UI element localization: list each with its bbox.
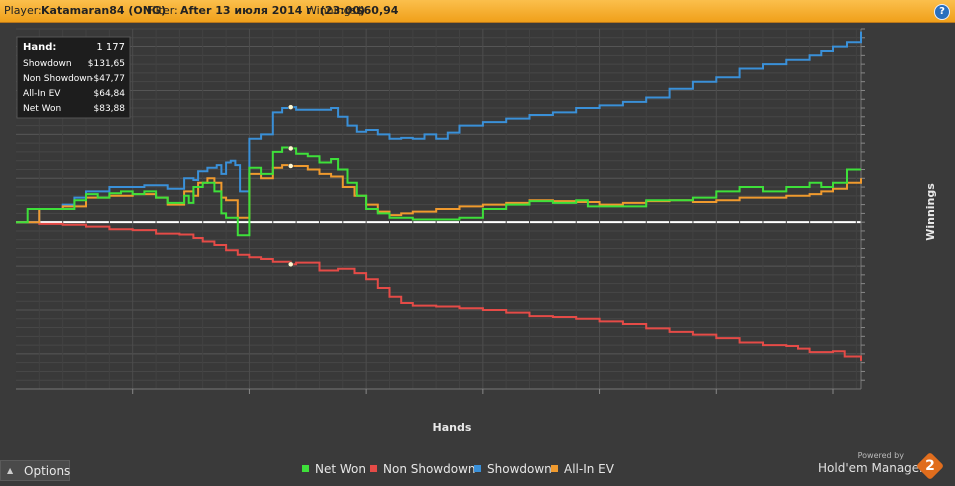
tooltip-showdown-value: $131,65 [88, 59, 125, 69]
tooltip-netwon-value: $83,88 [94, 104, 126, 114]
brand-logo: Powered by Hold'em Manager 2 [816, 450, 945, 481]
legend-swatch-icon [370, 465, 377, 472]
tooltip-nonshowdown-label: Non Showdown [23, 74, 92, 84]
legend-item-all-in-ev[interactable]: All-In EV [551, 461, 614, 477]
legend-swatch-icon [302, 465, 309, 472]
legend-swatch-icon [474, 465, 481, 472]
series-line-non-showdown [16, 221, 862, 361]
legend-item-net-won[interactable]: Net Won [302, 461, 366, 477]
series-line-showdown [16, 31, 862, 224]
tooltip-netwon-label: Net Won [23, 104, 61, 114]
highlight-marker [287, 145, 294, 152]
tooltip-allinev-value: $64,84 [94, 89, 126, 99]
powered-by-label: Powered by [857, 451, 904, 460]
filter-label: Filter: [147, 4, 178, 17]
brand-badge-icon: 2 [915, 451, 945, 481]
help-icon[interactable]: ? [934, 4, 950, 20]
tooltip-showdown-label: Showdown [23, 59, 72, 69]
legend-label: Net Won [315, 462, 366, 476]
legend-label: Showdown [487, 462, 552, 476]
tooltip-nonshowdown-value: -$47,77 [90, 74, 125, 84]
tooltip-hand-label: Hand: [23, 42, 56, 53]
player-label: Player: [4, 4, 42, 17]
options-button[interactable]: ▲ Options [0, 460, 70, 481]
legend-label: Non Showdown [383, 462, 476, 476]
series-group [16, 31, 862, 361]
header-bar: Player: Katamaran84 (ONG) Filter: After … [0, 0, 955, 23]
winnings-label: Winnings: [306, 4, 361, 17]
filter-value: After 13 июля 2014 г. (23:00) [180, 4, 366, 17]
y-axis-title: Winnings [924, 183, 937, 241]
legend-item-non-showdown[interactable]: Non Showdown [370, 461, 476, 477]
series-line-net-won [16, 146, 861, 237]
tooltip-hand-value: 1 177 [96, 42, 125, 53]
winnings-chart: Hand: 1 177 Showdown $131,65 Non Showdow… [16, 28, 937, 434]
legend-item-showdown[interactable]: Showdown [474, 461, 552, 477]
winnings-value: $60,94 [356, 4, 399, 17]
options-label: Options [24, 464, 71, 478]
legend-swatch-icon [551, 465, 558, 472]
highlight-marker [287, 163, 294, 169]
highlight-marker [287, 261, 294, 268]
tooltip-box [16, 36, 131, 119]
brand-name: Hold'em Manager [818, 461, 925, 475]
tooltip-allinev-label: All-In EV [23, 89, 61, 99]
highlight-marker [287, 104, 294, 110]
highlight-markers [287, 104, 294, 268]
axes [16, 28, 865, 394]
grid-lines [16, 28, 861, 389]
legend-label: All-In EV [564, 462, 614, 476]
x-axis-title: Hands [433, 421, 472, 434]
hand-tooltip: Hand: 1 177 Showdown $131,65 Non Showdow… [16, 36, 131, 119]
series-line-all-in-ev [16, 164, 862, 224]
collapse-triangle-icon: ▲ [7, 466, 14, 475]
player-value: Katamaran84 (ONG) [41, 4, 166, 17]
